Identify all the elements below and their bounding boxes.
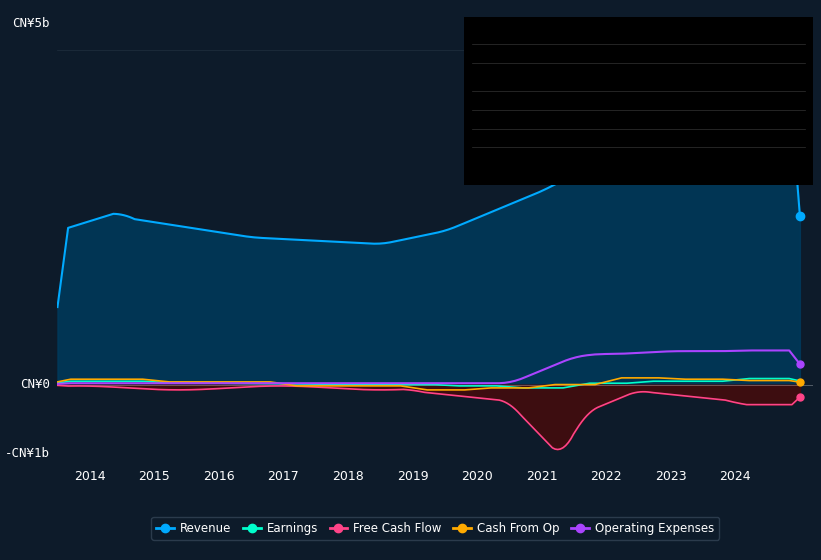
Text: 2.4% profit margin: 2.4% profit margin [700,77,805,87]
Text: CN¥508.688m /yr: CN¥508.688m /yr [696,133,805,143]
Legend: Revenue, Earnings, Free Cash Flow, Cash From Op, Operating Expenses: Revenue, Earnings, Free Cash Flow, Cash … [151,517,719,539]
Text: CN¥0: CN¥0 [20,377,50,391]
Text: CN¥57.266m /yr: CN¥57.266m /yr [704,115,805,125]
Text: Cash From Op: Cash From Op [472,115,550,125]
Text: -CN¥1b: -CN¥1b [5,447,50,460]
Text: Free Cash Flow: Free Cash Flow [472,96,556,106]
Text: CN¥94.106m /yr: CN¥94.106m /yr [704,68,805,78]
Text: CN¥3.994b /yr: CN¥3.994b /yr [715,49,805,59]
Text: Sep 30 2024: Sep 30 2024 [472,24,560,38]
Text: Operating Expenses: Operating Expenses [472,133,585,143]
Text: -CN¥298.335m /yr: -CN¥298.335m /yr [692,96,805,106]
Text: Revenue: Revenue [472,49,521,59]
Text: CN¥5b: CN¥5b [12,17,50,30]
Text: Earnings: Earnings [472,68,521,78]
Text: 2.4%: 2.4% [571,77,602,87]
